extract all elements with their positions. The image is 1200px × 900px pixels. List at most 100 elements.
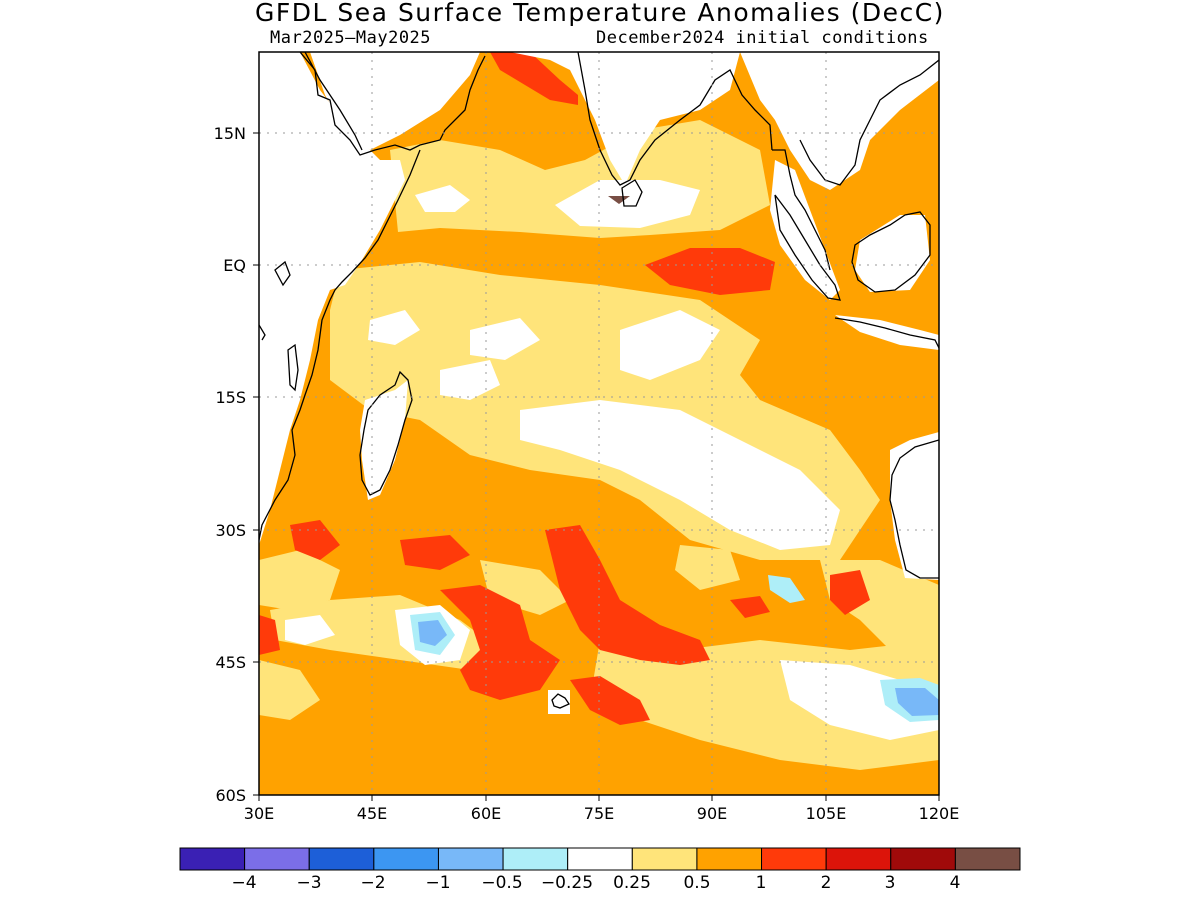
lon-label: 45E [357, 804, 387, 823]
anomaly-region-white-central-2 [440, 360, 500, 400]
colorbar-label: −0.5 [481, 873, 522, 893]
colorbar-swatch [179, 847, 246, 871]
coast-australia [889, 439, 939, 579]
lat-label: 60S [215, 786, 246, 805]
anomaly-region-white-north-2 [415, 185, 470, 212]
anomaly-region-red-equatorial [645, 248, 775, 295]
land-malaysia-sumatra [770, 160, 840, 300]
colorbar-label: 2 [821, 873, 832, 893]
colorbar: −4 −3 −2 −1 −0.5 −0.25 0.25 0.5 1 2 3 4 [179, 847, 1021, 893]
latitude-labels: 15N EQ 15S 30S 45S 60S [214, 124, 246, 805]
lon-label: 90E [697, 804, 727, 823]
land-africa [259, 52, 405, 545]
anomaly-region-cool-south-2b [895, 688, 939, 716]
anomaly-region-white-equatorial-1 [620, 310, 720, 380]
anomaly-region-red-south-1 [545, 525, 710, 665]
land-java [835, 315, 939, 350]
colorbar-label: −1 [425, 873, 450, 893]
anomaly-region-cool-south-1b [418, 620, 447, 646]
colorbar-label: 0.5 [683, 873, 710, 893]
colorbar-swatch [761, 847, 827, 871]
anomaly-region-light-south-7 [675, 545, 740, 590]
lat-label: 45S [215, 653, 246, 672]
coast-sri-lanka [621, 179, 643, 207]
colorbar-labels: −4 −3 −2 −1 −0.5 −0.25 0.25 0.5 1 2 3 4 [231, 873, 960, 893]
lon-label: 120E [919, 804, 960, 823]
land-arabia [310, 52, 480, 150]
colorbar-swatch [954, 847, 1021, 871]
land-borneo [855, 215, 930, 292]
lat-label: 15S [215, 388, 246, 407]
anomaly-region-red-south-6 [830, 570, 870, 615]
coast-kerguelen [551, 693, 570, 709]
land-india [480, 52, 740, 185]
coast-somalia [259, 149, 421, 541]
initial-conditions-label: December2024 initial conditions [596, 28, 929, 48]
lat-label: 15N [214, 124, 246, 143]
coast-lake-2 [287, 343, 299, 392]
coast-borneo [851, 211, 931, 293]
anomaly-region-red-south-8 [259, 615, 280, 655]
anomaly-region-white-equatorial-2 [470, 318, 540, 360]
colorbar-swatch [631, 847, 698, 871]
coast-lake-1 [274, 260, 291, 287]
lat-label: EQ [223, 256, 246, 275]
land-kerguelen [548, 690, 570, 714]
coastlines [259, 52, 939, 709]
anomaly-region-light-south-1 [259, 550, 340, 610]
anomaly-region-red-south-3 [440, 585, 560, 700]
map-gridlines [259, 52, 939, 795]
lon-label: 75E [584, 804, 614, 823]
colorbar-label: 4 [950, 873, 961, 893]
anomaly-region-white-equatorial-3 [368, 310, 420, 345]
colorbar-swatch [308, 847, 375, 871]
colorbar-label: 1 [756, 873, 767, 893]
colorbar-swatch [502, 847, 569, 871]
colorbar-swatches [179, 847, 1021, 871]
colorbar-label: 3 [885, 873, 896, 893]
anomaly-region-white-south-2 [285, 615, 335, 645]
anomaly-region-cool-south-3 [768, 575, 805, 603]
land-southeast-asia [740, 52, 939, 190]
coast-sumatra [774, 194, 841, 301]
colorbar-swatch [567, 847, 633, 871]
colorbar-swatch [890, 847, 956, 871]
lon-label: 60E [471, 804, 501, 823]
map-title: GFDL Sea Surface Temperature Anomalies (… [255, 0, 945, 27]
coast-lake-3 [259, 324, 266, 341]
colorbar-swatch [373, 847, 439, 871]
coast-arabia-africa [299, 52, 486, 156]
coast-thailand-vietnam [799, 59, 939, 186]
lon-label: 30E [244, 804, 274, 823]
colorbar-label: −4 [231, 873, 256, 893]
axis-ticks [253, 132, 940, 801]
longitude-labels: 30E 45E 60E 75E 90E 105E 120E [244, 804, 960, 823]
anomaly-field [259, 52, 939, 795]
anomaly-region-red-south-5 [290, 520, 340, 560]
period-label: Mar2025–May2025 [270, 28, 432, 48]
anomaly-region-white-central [520, 400, 840, 550]
colorbar-label: −2 [360, 873, 385, 893]
coast-myanmar-malaysia [772, 149, 831, 271]
coast-madagascar [359, 370, 413, 496]
lon-label: 105E [806, 804, 847, 823]
colorbar-swatch [437, 847, 504, 871]
coast-java [834, 317, 939, 349]
colorbar-swatch [244, 847, 310, 871]
land-australia [890, 432, 939, 580]
colorbar-label: −0.25 [541, 873, 593, 893]
anomaly-region-light-south-5 [259, 660, 320, 720]
anomaly-region-red-south-2 [400, 535, 470, 570]
colorbar-label: −3 [296, 873, 321, 893]
anomaly-region-red-south-4 [570, 676, 650, 725]
coast-india [577, 52, 773, 186]
coast-red-sea [304, 52, 363, 151]
anomaly-region-red-north [490, 52, 578, 105]
anomaly-mark-brown [608, 196, 630, 204]
anomaly-region-red-south-7 [730, 596, 770, 618]
lat-label: 30S [215, 521, 246, 540]
colorbar-swatch [825, 847, 892, 871]
colorbar-swatch [696, 847, 763, 871]
colorbar-label: 0.25 [613, 873, 651, 893]
